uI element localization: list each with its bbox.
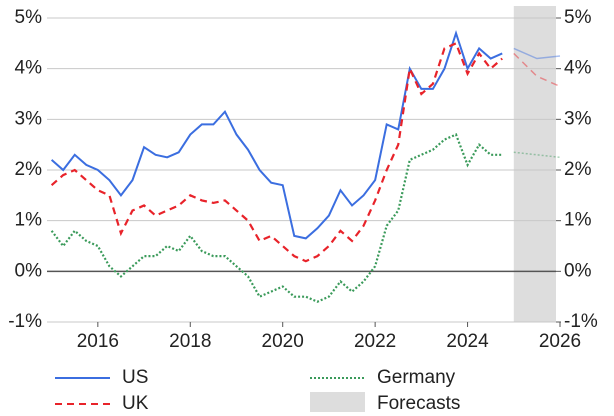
series-line (50, 133, 503, 303)
x-tick-label: 2018 (169, 331, 211, 352)
x-tick-label: 2022 (354, 331, 396, 352)
forecast-line (513, 52, 561, 88)
y-tick-label: -1% (8, 311, 42, 332)
y-tick-label: 1% (15, 210, 43, 231)
legend-swatch (310, 392, 365, 412)
legend-label: US (122, 367, 148, 388)
y2-tick-label: 2% (564, 159, 592, 180)
x-tick-label: 2024 (446, 331, 489, 352)
y2-tick-label: 0% (564, 260, 592, 281)
x-tick-label: 2026 (539, 331, 581, 352)
forecast-line (513, 47, 561, 60)
x-tick-label: 2020 (262, 331, 304, 352)
y-tick-label: 0% (15, 260, 43, 281)
y-tick-label: 5% (15, 7, 43, 28)
y-tick-label: 3% (15, 108, 43, 129)
legend-label: UK (122, 393, 149, 414)
y2-tick-label: 4% (564, 58, 592, 79)
legend-label: Germany (377, 367, 456, 388)
series-line (50, 41, 503, 263)
series-line (50, 29, 503, 240)
y-tick-label: 2% (15, 159, 43, 180)
y2-tick-label: -1% (564, 311, 598, 332)
x-tick-label: 2016 (77, 331, 119, 352)
y-tick-label: 4% (15, 58, 43, 79)
legend-label: Forecasts (377, 393, 460, 414)
y2-tick-label: 1% (564, 210, 592, 231)
forecast-region (513, 6, 556, 322)
y2-tick-label: 5% (564, 7, 592, 28)
y2-tick-label: 3% (564, 108, 592, 129)
